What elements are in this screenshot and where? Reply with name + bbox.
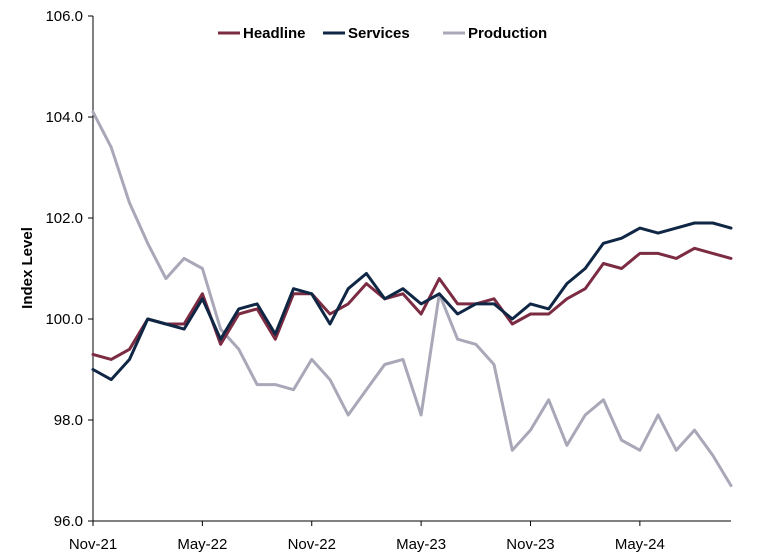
- y-tick-label: 100.0: [45, 311, 83, 328]
- legend-label: Headline: [243, 25, 306, 42]
- y-tick-label: 96.0: [54, 513, 83, 530]
- legend-item-services: Services: [323, 25, 410, 42]
- legend: Headline Services Production: [218, 25, 547, 42]
- series-lines: [91, 110, 733, 488]
- x-tick-label: May-23: [396, 536, 446, 553]
- legend-item-production: Production: [443, 25, 547, 42]
- legend-item-headline: Headline: [218, 25, 306, 42]
- axes: [88, 15, 731, 526]
- y-tick-label: 102.0: [45, 210, 83, 227]
- series-line-headline: [91, 246, 733, 361]
- x-tick-label: May-24: [615, 536, 665, 553]
- y-tick-label: 104.0: [45, 109, 83, 126]
- y-axis-title: Index Level: [19, 227, 36, 309]
- tick-labels: 96.0 98.0 100.0 102.0 104.0 106.0 Nov-21 May-22…: [45, 8, 664, 553]
- x-tick-label: Nov-22: [288, 536, 336, 553]
- y-tick-label: 106.0: [45, 8, 83, 25]
- series-line-services: [91, 221, 733, 382]
- x-tick-label: May-22: [177, 536, 227, 553]
- x-tick-label: Nov-23: [506, 536, 554, 553]
- series-line-production: [91, 110, 733, 488]
- x-tick-label: Nov-21: [69, 536, 117, 553]
- legend-label: Production: [468, 25, 547, 42]
- y-tick-label: 98.0: [54, 412, 83, 429]
- legend-label: Services: [348, 25, 410, 42]
